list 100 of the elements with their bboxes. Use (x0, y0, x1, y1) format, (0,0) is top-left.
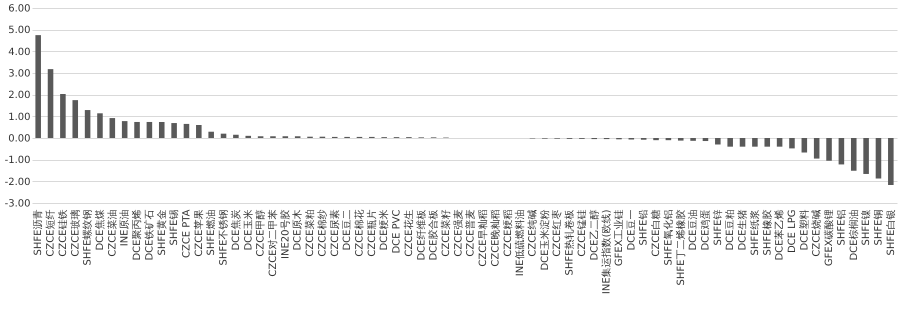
x-tick-label: GFEX工业硅 (612, 210, 625, 266)
bar (146, 122, 152, 138)
y-tick-label: 5.00 (8, 25, 30, 36)
x-tick-label: SHFE纸浆 (748, 210, 761, 256)
bar (802, 138, 808, 153)
bar (60, 94, 66, 138)
x-tick-label: INE低硫燃料油 (514, 210, 526, 276)
x-tick-label: CZCE硅铁 (56, 210, 69, 257)
x-tick-label: SHFE沥青 (32, 210, 44, 256)
x-tick-label: CZCE菜粕 (304, 210, 316, 257)
x-tick-label: SHFE铅 (638, 210, 650, 246)
bar (678, 138, 684, 141)
x-tick-label: DCE LPG (786, 210, 798, 254)
x-tick-label: SHFE螺纹钢 (82, 210, 94, 266)
x-tick-label: CZCE烧碱 (810, 210, 823, 257)
x-tick-label: CZCE瓶片 (366, 210, 378, 257)
x-tick-label: CZCE纯碱 (526, 210, 538, 257)
x-tick-label: DCE纤维板 (415, 210, 428, 261)
bar (220, 134, 226, 138)
x-tick-label: SHFE氧化铝 (662, 210, 674, 266)
x-tick-label: INE20号胶 (279, 210, 292, 259)
bar (888, 138, 894, 186)
x-tick-label: CZCE早籼稻 (477, 210, 490, 267)
x-tick-label: INE原油 (118, 210, 131, 246)
x-tick-label: DCE玉米 (242, 210, 254, 251)
bar (196, 125, 202, 138)
bar (184, 124, 190, 138)
x-tick-label: SHFE锡 (169, 210, 180, 246)
x-tick-label: DCE豆油 (687, 210, 700, 251)
bar (863, 138, 869, 174)
x-tick-label: CZCE棉纱 (316, 210, 328, 257)
x-tick-label: DCE苯乙烯 (774, 210, 786, 261)
x-tick-label: DCE棕榈油 (848, 210, 860, 261)
y-tick-label: 2.00 (8, 90, 30, 102)
bar (752, 138, 758, 147)
x-tick-label: SHFE锌 (712, 210, 724, 246)
x-tick-label: SHFE铜 (873, 210, 884, 246)
bar (233, 134, 239, 138)
x-tick-label: CZCE对二甲苯 (266, 210, 279, 277)
bar (850, 138, 857, 171)
x-tick-label: DCE铁矿石 (143, 210, 156, 261)
x-tick-label: DCE原木 (292, 210, 304, 251)
bar (838, 138, 844, 164)
y-tick-label: 3.00 (8, 68, 30, 80)
bar (35, 35, 41, 138)
y-tick-label: -3.00 (4, 198, 30, 210)
bar (789, 138, 795, 148)
x-tick-label: CZCE晚籼稻 (489, 210, 502, 267)
x-tick-label: DCE焦煤 (94, 210, 106, 251)
x-tick-label: DCE胶合板 (428, 210, 440, 261)
bar (72, 100, 78, 138)
bar (702, 138, 708, 142)
bar (122, 121, 128, 138)
y-tick-label: 4.00 (8, 46, 30, 58)
bar (764, 138, 770, 147)
x-tick-label: CZCE粳稻 (502, 210, 514, 257)
bar (826, 138, 832, 161)
x-tick-label: DCE粳米 (378, 210, 390, 251)
x-tick-label: CZCE尿素 (328, 210, 341, 257)
x-tick-label: CZCE菜油 (106, 210, 118, 257)
x-tick-label: SHFE丁二烯橡胶 (674, 210, 687, 286)
x-tick-label: CZCE PTA (181, 209, 192, 258)
bar (727, 138, 733, 147)
bar (814, 138, 820, 159)
bar (690, 138, 696, 141)
x-tick-label: CZCE白糖 (650, 210, 662, 257)
x-tick-label: SHFE热轧卷板 (564, 210, 576, 276)
x-tick-label: SHFE铝 (836, 210, 848, 246)
x-tick-label: CZCE强麦 (452, 210, 464, 257)
x-tick-label: SHFE黄金 (156, 210, 168, 256)
x-tick-label: CZCE红枣 (551, 210, 564, 257)
x-tick-label: GFEX碳酸锂 (823, 210, 836, 266)
y-tick-label: -2.00 (4, 176, 30, 188)
x-tick-label: DCE乙二醇 (588, 210, 600, 261)
x-tick-label: DCE聚丙烯 (131, 210, 144, 261)
x-tick-label: CZCE苹果 (192, 210, 205, 257)
x-tick-label: SHFE燃油 (205, 210, 218, 256)
x-tick-label: CZCE棉花 (353, 210, 366, 257)
bar (97, 113, 103, 138)
x-tick-label: DCE豆一 (626, 210, 638, 251)
x-tick-label: DCE塑料 (798, 210, 810, 251)
x-tick-label: DCE焦炭 (230, 210, 242, 251)
x-tick-label: SHFE白银 (884, 210, 897, 256)
bar (171, 123, 177, 138)
x-tick-label: CZCE玻璃 (69, 210, 82, 257)
bar (134, 122, 140, 138)
bar (48, 69, 54, 138)
x-tick-label: CZCE锰硅 (576, 210, 588, 257)
x-tick-label: CZCE普麦 (464, 210, 477, 257)
bar (208, 132, 214, 138)
y-tick-label: 6.00 (8, 4, 30, 14)
x-tick-label: DCE鸡蛋 (699, 210, 712, 251)
x-tick-label: DCE生猪 (736, 210, 749, 251)
x-tick-label: DCE豆二 (342, 210, 354, 251)
x-tick-label: DCE豆粕 (725, 210, 736, 251)
bar (715, 138, 721, 144)
y-tick-label: 1.00 (8, 112, 30, 123)
bar (158, 122, 165, 138)
bar (84, 110, 90, 138)
y-tick-label: 0.00 (8, 134, 30, 144)
